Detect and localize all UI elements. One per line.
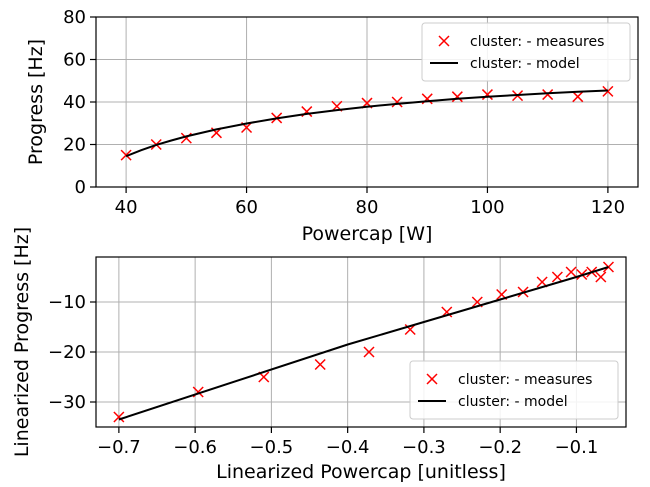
x-tick-label: −0.7 (97, 437, 141, 458)
y-axis-title: Progress [Hz] (25, 39, 47, 165)
y-tick-label: 0 (75, 177, 86, 198)
measure-marker (551, 271, 563, 283)
legend-entry-label: cluster: - model (470, 56, 580, 72)
x-tick-label: −0.5 (250, 437, 294, 458)
legend-marker-handle (426, 373, 438, 385)
legend-entry-label: cluster: - measures (458, 372, 592, 388)
y-tick-label: 40 (63, 92, 86, 113)
measure-marker (572, 91, 584, 103)
legend-box (409, 360, 619, 420)
legend-box (421, 22, 631, 82)
measure-marker (391, 96, 403, 108)
legend: cluster: - measures cluster: - model (409, 360, 619, 420)
top-chart-panel: 40 60 80 100 120 0 20 40 60 80 Powercap [W] Progres… (25, 7, 639, 245)
measure-marker (113, 411, 125, 423)
x-tick-label: 60 (235, 197, 258, 218)
x-tick-label: −0.6 (173, 437, 217, 458)
x-tick-label: −0.1 (555, 437, 599, 458)
y-tick-label: −20 (48, 342, 86, 363)
measure-marker (363, 346, 375, 358)
y-tick-label: −30 (48, 392, 86, 413)
x-tick-label: −0.4 (326, 437, 370, 458)
x-tick-label: −0.2 (478, 437, 522, 458)
x-tick-label: 120 (591, 197, 625, 218)
y-tick-label: 80 (63, 7, 86, 28)
legend-entry-label: cluster: - model (458, 394, 568, 410)
plot-frame (95, 16, 639, 188)
measure-marker (542, 89, 554, 101)
measure-marker (314, 358, 326, 371)
measure-marker (595, 271, 607, 283)
x-axis-title: Powercap [W] (302, 223, 433, 245)
measure-marker (565, 266, 577, 278)
model-line (125, 89, 608, 158)
model-line (118, 266, 609, 421)
x-tick-label: 80 (356, 197, 379, 218)
y-tick-label: 20 (63, 135, 86, 156)
y-tick-label: 60 (63, 50, 86, 71)
x-axis-title: Linearized Powercap [unitless] (216, 461, 506, 483)
measure-marker (451, 91, 463, 103)
y-axis-title: Linearized Progress [Hz] (11, 227, 33, 457)
x-tick-label: 100 (470, 197, 504, 218)
plot-frame (95, 256, 627, 428)
legend-marker-handle (438, 35, 450, 47)
legend-entry-label: cluster: - measures (470, 34, 604, 50)
y-tick-label: −10 (48, 292, 86, 313)
bottom-chart-panel: −0.7 −0.6 −0.5 −0.4 −0.3 −0.2 −0.1 −30 −20 −10 Lin… (11, 227, 627, 483)
legend: cluster: - measures cluster: - model (421, 22, 631, 82)
x-tick-label: 40 (115, 197, 138, 218)
x-tick-label: −0.3 (402, 437, 446, 458)
